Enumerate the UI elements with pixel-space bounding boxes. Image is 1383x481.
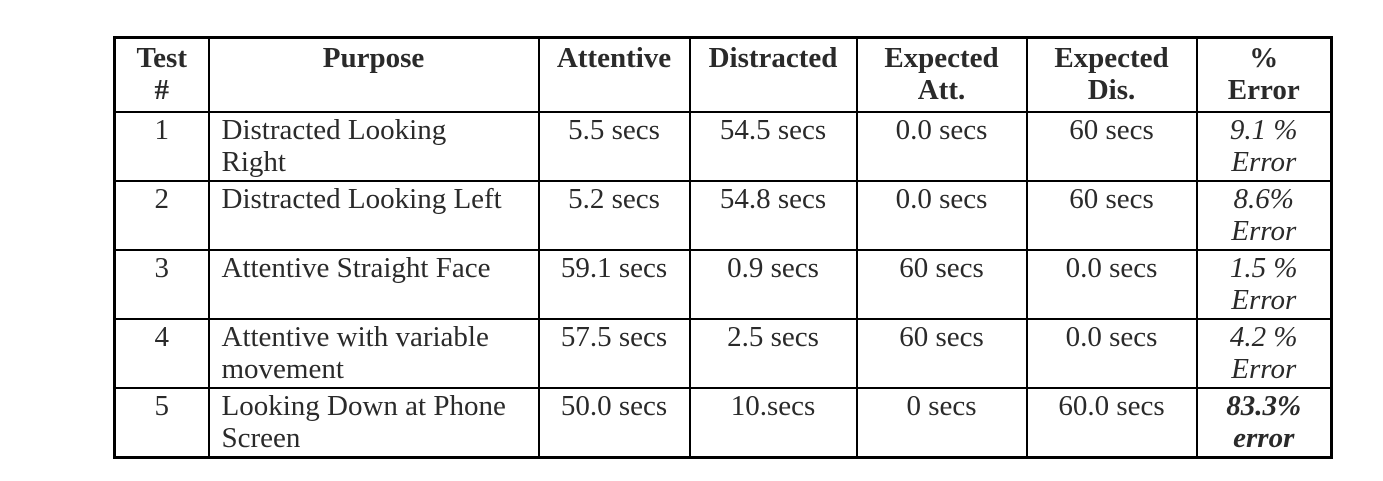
header-line: Dis. [1087, 74, 1136, 106]
header-test-number: Test # [113, 36, 210, 113]
error-value: 9.1 % [1229, 113, 1298, 146]
cell-expected-attentive: 60 secs [855, 248, 1028, 320]
error-word: Error [1231, 214, 1297, 247]
table-row: 5 Looking Down at Phone Screen 50.0 secs… [113, 386, 1333, 458]
header-line: % [1249, 42, 1279, 74]
cell-purpose: Attentive Straight Face [207, 248, 540, 320]
cell-distracted-time: 0.9 secs [688, 248, 858, 320]
header-line: Distracted [708, 42, 838, 74]
error-value: 1.5 % [1229, 251, 1298, 284]
cell-distracted-time: 10.secs [688, 386, 858, 458]
cell-expected-attentive: 0 secs [855, 386, 1028, 458]
header-line: Attentive [556, 42, 672, 74]
header-percent-error: % Error [1195, 36, 1333, 113]
cell-expected-attentive: 0.0 secs [855, 179, 1028, 251]
cell-expected-attentive: 0.0 secs [855, 110, 1028, 182]
error-word: Error [1231, 352, 1297, 385]
cell-attentive-time: 5.5 secs [537, 110, 691, 182]
table-row: 1 Distracted Looking Right 5.5 secs 54.5… [113, 110, 1333, 182]
cell-expected-distracted: 60 secs [1025, 110, 1198, 182]
table-header-row: Test # Purpose Attentive Distracted Expe… [113, 36, 1333, 113]
cell-test-number: 2 [113, 179, 210, 251]
cell-attentive-time: 59.1 secs [537, 248, 691, 320]
cell-percent-error: 9.1 % Error [1195, 110, 1333, 182]
cell-purpose: Looking Down at Phone Screen [207, 386, 540, 458]
cell-attentive-time: 57.5 secs [537, 317, 691, 389]
cell-percent-error: 83.3% error [1195, 386, 1333, 458]
cell-purpose: Distracted Looking Left [207, 179, 540, 251]
cell-percent-error: 8.6% Error [1195, 179, 1333, 251]
error-word: Error [1231, 145, 1297, 178]
header-line: Purpose [322, 42, 425, 74]
table-row: 4 Attentive with variable movement 57.5 … [113, 317, 1333, 389]
header-line: Att. [917, 74, 966, 106]
cell-distracted-time: 54.5 secs [688, 110, 858, 182]
error-value: 4.2 % [1229, 320, 1298, 353]
cell-attentive-time: 5.2 secs [537, 179, 691, 251]
cell-expected-distracted: 0.0 secs [1025, 317, 1198, 389]
cell-expected-distracted: 0.0 secs [1025, 248, 1198, 320]
error-value: 83.3% [1226, 389, 1302, 422]
error-word: error [1233, 421, 1295, 454]
header-line: Test [136, 42, 188, 74]
header-line: Expected [884, 42, 999, 74]
cell-test-number: 3 [113, 248, 210, 320]
cell-percent-error: 1.5 % Error [1195, 248, 1333, 320]
test-results-table: Test # Purpose Attentive Distracted Expe… [113, 36, 1333, 459]
cell-purpose: Distracted Looking Right [207, 110, 540, 182]
header-attentive: Attentive [537, 36, 691, 113]
header-purpose: Purpose [207, 36, 540, 113]
cell-percent-error: 4.2 % Error [1195, 317, 1333, 389]
cell-expected-attentive: 60 secs [855, 317, 1028, 389]
cell-distracted-time: 54.8 secs [688, 179, 858, 251]
cell-expected-distracted: 60 secs [1025, 179, 1198, 251]
header-line: Expected [1054, 42, 1169, 74]
table-row: 3 Attentive Straight Face 59.1 secs 0.9 … [113, 248, 1333, 320]
cell-test-number: 4 [113, 317, 210, 389]
cell-distracted-time: 2.5 secs [688, 317, 858, 389]
header-distracted: Distracted [688, 36, 858, 113]
cell-test-number: 1 [113, 110, 210, 182]
header-line: # [154, 74, 170, 106]
cell-purpose: Attentive with variable movement [207, 317, 540, 389]
header-line: Error [1227, 74, 1300, 106]
cell-expected-distracted: 60.0 secs [1025, 386, 1198, 458]
cell-test-number: 5 [113, 386, 210, 458]
error-value: 8.6% [1233, 182, 1294, 215]
table-row: 2 Distracted Looking Left 5.2 secs 54.8 … [113, 179, 1333, 251]
header-expected-attentive: Expected Att. [855, 36, 1028, 113]
error-word: Error [1231, 283, 1297, 316]
cell-attentive-time: 50.0 secs [537, 386, 691, 458]
header-expected-distracted: Expected Dis. [1025, 36, 1198, 113]
